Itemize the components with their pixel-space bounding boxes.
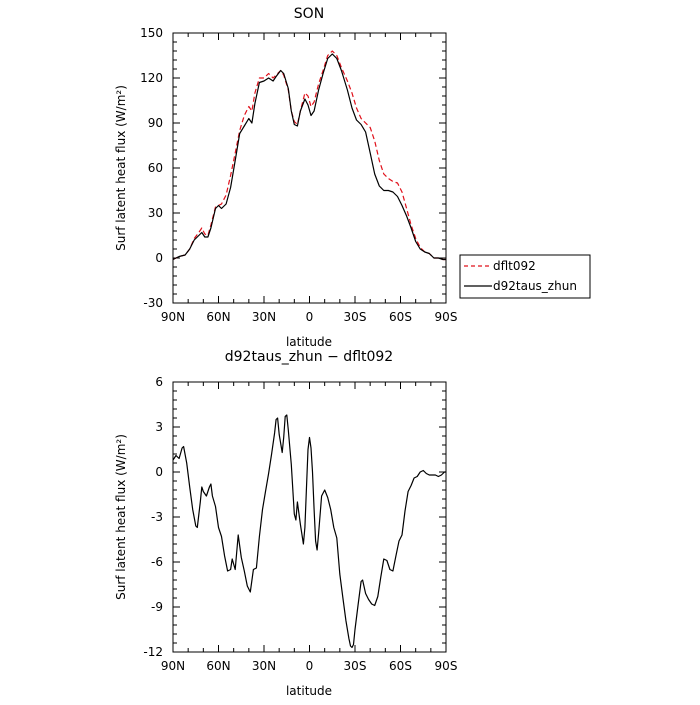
x-tick-label: 90S bbox=[435, 310, 458, 324]
series-line-d92taus-zhun bbox=[172, 53, 446, 261]
x-tick-label: 90N bbox=[161, 659, 185, 673]
x-tick-label: 0 bbox=[306, 659, 314, 673]
top-series-group bbox=[172, 50, 446, 261]
y-tick-label: 60 bbox=[148, 161, 163, 175]
legend-box bbox=[459, 254, 591, 299]
x-tick-label: 30S bbox=[344, 659, 367, 673]
x-tick-label: 90N bbox=[161, 310, 185, 324]
y-tick-label: 90 bbox=[148, 116, 163, 130]
x-tick-label: 0 bbox=[306, 310, 314, 324]
y-tick-label: 120 bbox=[140, 71, 163, 85]
y-tick-label: -9 bbox=[151, 600, 163, 614]
y-tick-label: 150 bbox=[140, 26, 163, 40]
bottom-y-ticks: -12 -9 -6 -3 0 3 6 bbox=[143, 375, 446, 659]
y-tick-label: -30 bbox=[143, 296, 163, 310]
bottom-x-ticks: 90N 60N 30N 0 30S 60S 90S bbox=[161, 382, 458, 673]
y-tick-label: 30 bbox=[148, 206, 163, 220]
x-tick-label: 30N bbox=[252, 310, 276, 324]
bottom-panel-title: d92taus_zhun − dflt092 bbox=[225, 349, 393, 365]
top-x-ticks: 90N 60N 30N 0 30S 60S 90S bbox=[161, 33, 458, 324]
x-tick-label: 60S bbox=[389, 310, 412, 324]
x-tick-label: 60N bbox=[206, 659, 230, 673]
y-tick-label: 0 bbox=[155, 251, 163, 265]
y-tick-label: 0 bbox=[155, 465, 163, 479]
top-panel-title: SON bbox=[294, 6, 324, 22]
x-tick-label: 30N bbox=[252, 659, 276, 673]
bottom-y-axis-label: Surf latent heat flux (W/m²) bbox=[114, 434, 128, 600]
bottom-plot-frame bbox=[172, 381, 447, 653]
series-line-dflt092 bbox=[172, 50, 446, 261]
x-tick-label: 60S bbox=[389, 659, 412, 673]
top-y-ticks: -30 0 30 60 90 120 150 bbox=[140, 26, 446, 310]
y-tick-label: -12 bbox=[143, 645, 163, 659]
top-plot-frame bbox=[172, 32, 447, 304]
bottom-series-group bbox=[172, 414, 446, 649]
legend-label-dflt092: dflt092 bbox=[493, 259, 536, 273]
x-tick-label: 90S bbox=[435, 659, 458, 673]
x-tick-label: 60N bbox=[206, 310, 230, 324]
top-y-axis-label: Surf latent heat flux (W/m²) bbox=[114, 85, 128, 251]
y-tick-label: -3 bbox=[151, 510, 163, 524]
y-tick-label: 3 bbox=[155, 420, 163, 434]
legend: dflt092 d92taus_zhun bbox=[459, 254, 591, 299]
series-line-difference bbox=[172, 414, 446, 649]
x-tick-label: 30S bbox=[344, 310, 367, 324]
legend-label-d92taus-zhun: d92taus_zhun bbox=[493, 279, 577, 293]
bottom-x-axis-label: latitude bbox=[286, 684, 332, 698]
top-x-axis-label: latitude bbox=[286, 335, 332, 349]
bottom-panel: d92taus_zhun − dflt092 -12 -9 -6 -3 0 3 6 90N 6… bbox=[114, 349, 457, 698]
y-tick-label: 6 bbox=[155, 375, 163, 389]
top-panel: SON -30 0 30 60 90 120 150 90N 60N 30N 0 30S 60S 90S… bbox=[114, 6, 591, 349]
y-tick-label: -6 bbox=[151, 555, 163, 569]
